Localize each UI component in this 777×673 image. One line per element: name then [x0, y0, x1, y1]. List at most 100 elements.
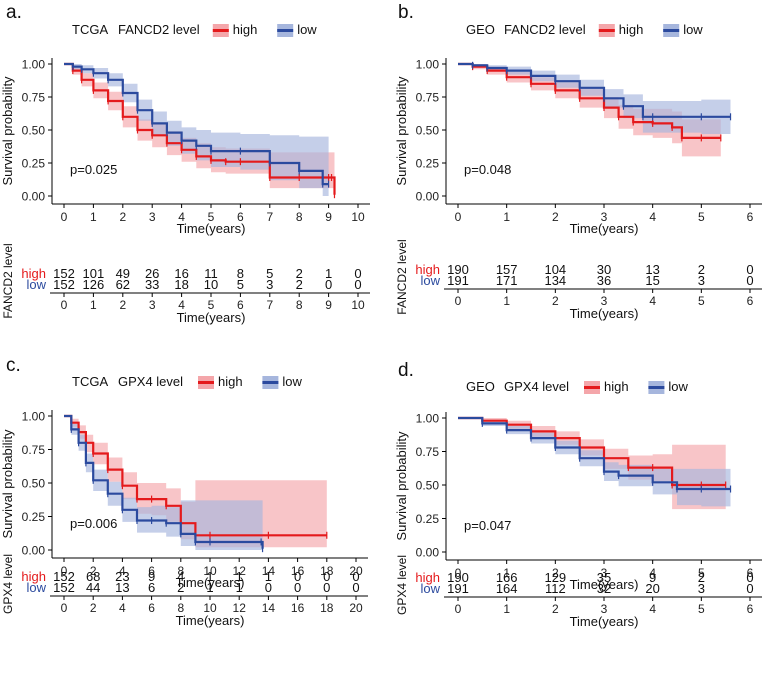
risk-count: 0: [746, 273, 753, 288]
risk-count: 112: [545, 581, 566, 596]
x-tick-label: 2: [119, 210, 126, 224]
risk-count: 157: [496, 262, 518, 277]
risk-x-tick-label: 6: [148, 601, 155, 615]
risk-x-axis-label: Time(years): [176, 613, 245, 628]
risk-x-tick-label: 0: [455, 294, 462, 308]
x-tick-label: 3: [601, 566, 608, 580]
legend-label-high: high: [604, 379, 629, 394]
risk-x-tick-label: 5: [208, 298, 215, 312]
risk-count: 3: [698, 273, 705, 288]
risk-count: 191: [447, 273, 469, 288]
risk-count: 190: [447, 262, 469, 277]
y-tick-label: 1.00: [22, 58, 46, 72]
x-tick-label: 18: [320, 564, 334, 578]
panel-label: c.: [6, 355, 21, 376]
y-tick-label: 1.00: [22, 410, 46, 424]
risk-count: 101: [83, 266, 105, 281]
risk-count: 0: [746, 262, 753, 277]
risk-x-tick-label: 4: [178, 298, 185, 312]
risk-count: 166: [496, 570, 518, 585]
x-tick-label: 6: [237, 210, 244, 224]
panel-label: b.: [398, 2, 414, 23]
y-tick-label: 0.50: [22, 124, 46, 138]
risk-count: 3: [698, 581, 705, 596]
y-tick-label: 0.00: [22, 190, 46, 204]
risk-count: 171: [496, 273, 518, 288]
risk-count: 0: [352, 569, 359, 584]
risk-count: 1: [206, 569, 213, 584]
x-tick-label: 2: [90, 564, 97, 578]
risk-count: 9: [649, 570, 656, 585]
risk-count: 2: [296, 266, 303, 281]
legend-dataset-title: GEO: [466, 22, 495, 37]
x-tick-label: 9: [325, 210, 332, 224]
x-tick-label: 0: [455, 566, 462, 580]
risk-count: 0: [294, 580, 301, 595]
x-tick-label: 4: [649, 566, 656, 580]
x-tick-label: 2: [552, 566, 559, 580]
y-tick-label: 0.75: [416, 91, 440, 105]
legend-label-low: low: [683, 22, 703, 37]
risk-count: 190: [447, 570, 469, 585]
x-tick-label: 4: [178, 210, 185, 224]
risk-x-tick-label: 6: [747, 294, 754, 308]
risk-count: 26: [145, 266, 159, 281]
x-tick-label: 7: [266, 210, 273, 224]
risk-table-y-label: FANCD2 level: [1, 243, 15, 318]
risk-count: 126: [83, 277, 105, 292]
risk-count: 152: [53, 580, 75, 595]
legend-title: FANCD2 level: [504, 22, 586, 37]
risk-x-tick-label: 4: [649, 602, 656, 616]
risk-count: 32: [597, 581, 611, 596]
risk-x-tick-label: 4: [119, 601, 126, 615]
y-tick-label: 0.75: [22, 443, 46, 457]
risk-count: 49: [116, 266, 130, 281]
x-tick-label: 3: [149, 210, 156, 224]
y-tick-label: 0.25: [22, 157, 46, 171]
legend-label-low: low: [297, 22, 317, 37]
risk-x-axis-label: Time(years): [177, 310, 246, 325]
km-panel-4: d.GEO GPX4 level high low0.000.250.500.751.…: [394, 360, 762, 629]
x-tick-label: 6: [747, 210, 754, 224]
x-tick-label: 4: [119, 564, 126, 578]
risk-count: 6: [148, 580, 155, 595]
x-tick-label: 14: [262, 564, 276, 578]
risk-count: 0: [354, 266, 361, 281]
p-value: p=0.025: [70, 162, 117, 177]
risk-row-label-low: low: [26, 277, 46, 292]
x-tick-label: 1: [90, 210, 97, 224]
risk-count: 23: [115, 569, 129, 584]
risk-x-tick-label: 2: [119, 298, 126, 312]
risk-count: 2: [698, 262, 705, 277]
x-tick-label: 8: [177, 564, 184, 578]
risk-x-tick-label: 5: [698, 602, 705, 616]
x-tick-label: 8: [296, 210, 303, 224]
x-tick-label: 0: [61, 210, 68, 224]
x-axis-label: Time(years): [177, 221, 246, 236]
ci-band-low: [64, 416, 263, 550]
risk-count: 0: [354, 277, 361, 292]
risk-x-tick-label: 10: [351, 298, 365, 312]
p-value: p=0.006: [70, 516, 117, 531]
ci-band-low: [458, 418, 731, 507]
risk-count: 15: [645, 273, 659, 288]
y-tick-label: 1.00: [416, 58, 440, 72]
risk-count: 10: [204, 277, 218, 292]
y-tick-label: 1.00: [416, 412, 440, 426]
risk-x-tick-label: 6: [237, 298, 244, 312]
x-tick-label: 3: [601, 210, 608, 224]
risk-count: 2: [698, 570, 705, 585]
risk-x-tick-label: 10: [203, 601, 217, 615]
y-tick-label: 0.25: [416, 512, 440, 526]
panel-label: a.: [6, 2, 22, 23]
legend-title: GPX4 level: [504, 379, 569, 394]
legend-dataset-title: TCGA: [72, 22, 108, 37]
risk-x-tick-label: 16: [291, 601, 305, 615]
risk-x-axis-label: Time(years): [570, 306, 639, 321]
risk-count: 104: [544, 262, 566, 277]
x-tick-label: 12: [233, 564, 247, 578]
y-tick-label: 0.25: [416, 157, 440, 171]
x-axis-label: Time(years): [570, 221, 639, 236]
risk-count: 36: [597, 273, 611, 288]
x-tick-label: 0: [61, 564, 68, 578]
